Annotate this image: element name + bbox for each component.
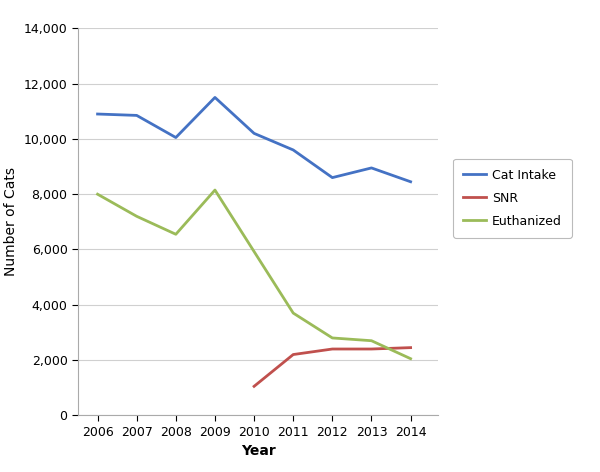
Y-axis label: Number of Cats: Number of Cats bbox=[4, 168, 18, 276]
X-axis label: Year: Year bbox=[241, 444, 275, 458]
Legend: Cat Intake, SNR, Euthanized: Cat Intake, SNR, Euthanized bbox=[453, 159, 572, 238]
